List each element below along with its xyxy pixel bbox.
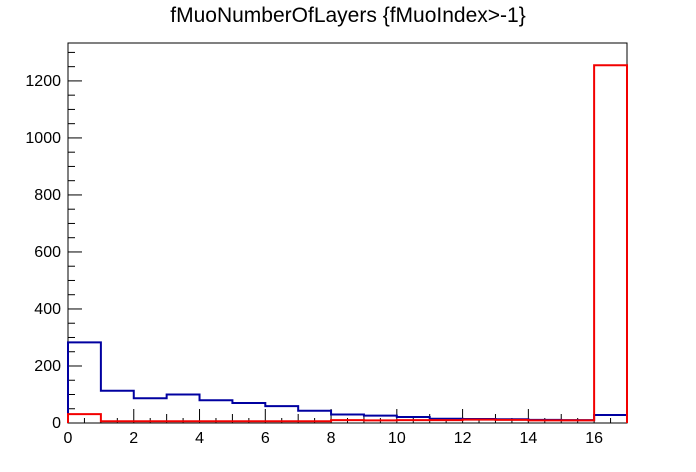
- x-tick-label: 14: [519, 430, 537, 447]
- y-tick-label: 800: [34, 187, 61, 204]
- x-tick-label: 8: [327, 430, 336, 447]
- x-tick-label: 16: [585, 430, 603, 447]
- x-tick-label: 6: [261, 430, 270, 447]
- y-tick-label: 600: [34, 244, 61, 261]
- y-tick-label: 1200: [25, 73, 61, 90]
- plot-frame: [67, 42, 628, 424]
- x-tick-label: 2: [129, 430, 138, 447]
- x-tick-label: 12: [454, 430, 472, 447]
- y-tick-label: 200: [34, 358, 61, 375]
- x-tick-label: 0: [64, 430, 73, 447]
- chart-title: fMuoNumberOfLayers {fMuoIndex>-1}: [170, 4, 526, 27]
- y-tick-label: 400: [34, 301, 61, 318]
- x-tick-label: 4: [195, 430, 204, 447]
- y-tick-label: 0: [52, 415, 61, 432]
- x-tick-label: 10: [388, 430, 406, 447]
- blue-histogram: [67, 341, 628, 423]
- y-tick-label: 1000: [25, 130, 61, 147]
- red-histogram: [67, 64, 628, 423]
